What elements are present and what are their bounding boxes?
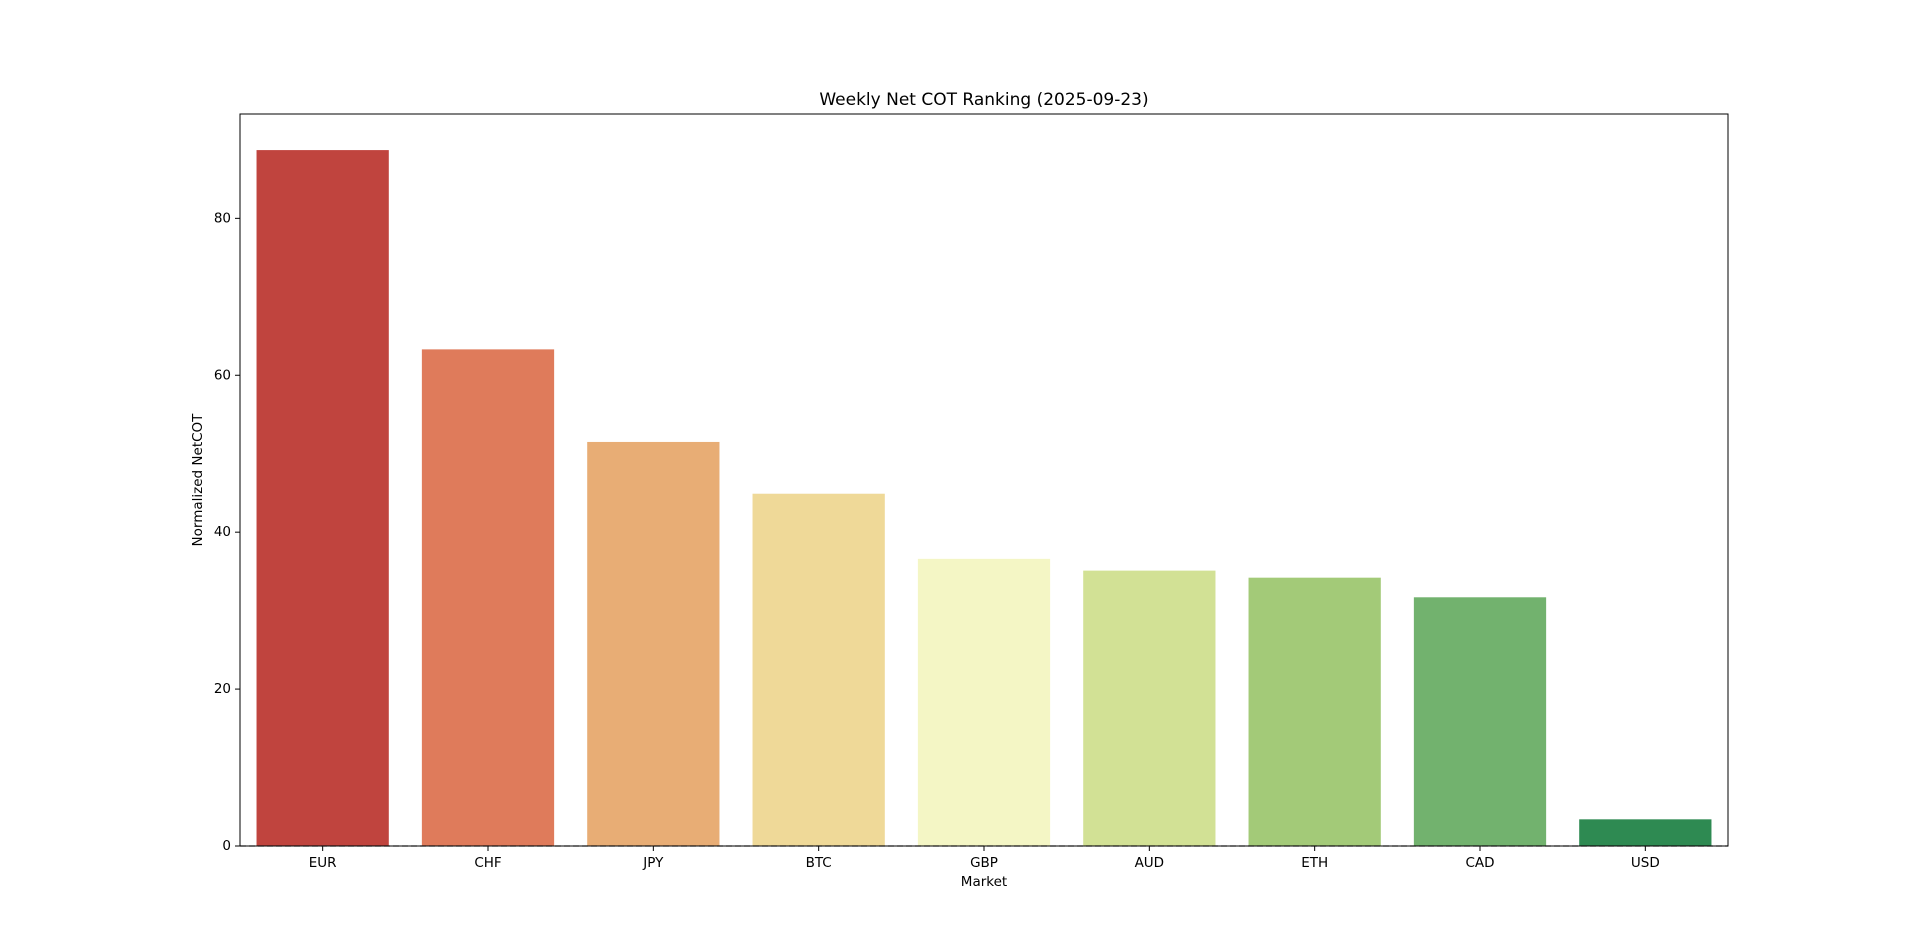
plot-frame (239, 113, 1729, 847)
x-tick-label: JPY (642, 855, 664, 871)
bar (1248, 577, 1381, 846)
y-tick-label: 0 (222, 838, 231, 854)
x-tick-label: USD (1631, 855, 1660, 871)
y-tick-label: 80 (214, 210, 231, 226)
bar (917, 558, 1051, 846)
y-tick-label: 40 (214, 524, 231, 540)
x-tick-label: CAD (1465, 855, 1494, 871)
bar (1579, 819, 1712, 846)
x-tick-label: ETH (1301, 855, 1328, 871)
bar (587, 441, 720, 846)
bar (421, 349, 555, 846)
x-tick-label: BTC (806, 855, 832, 871)
x-tick-label: CHF (474, 855, 501, 871)
bar (1083, 570, 1216, 846)
bar (1413, 597, 1547, 846)
y-tick-label: 60 (214, 367, 231, 383)
bar (256, 150, 389, 846)
chart-title: Weekly Net COT Ranking (2025-09-23) (819, 90, 1148, 110)
x-axis-label: Market (961, 874, 1007, 890)
x-tick-label: AUD (1135, 855, 1165, 871)
y-axis-label: Normalized NetCOT (190, 413, 206, 547)
y-tick-label: 20 (214, 681, 231, 697)
x-tick-label: EUR (309, 855, 337, 871)
x-tick-label: GBP (970, 855, 998, 871)
bar (752, 493, 885, 846)
